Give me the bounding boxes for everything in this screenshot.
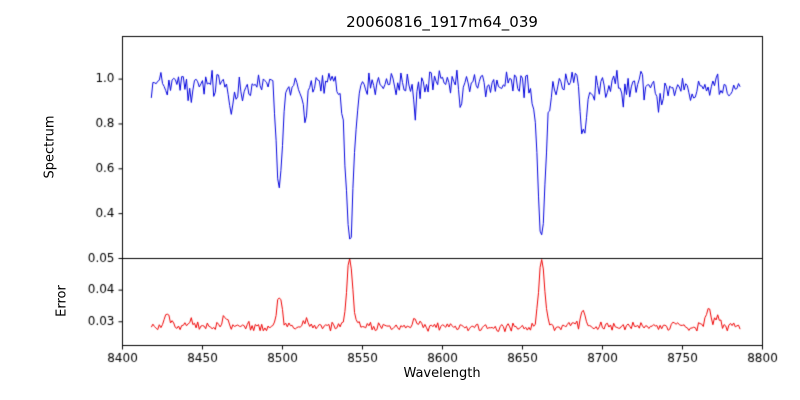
x-axis-label: Wavelength (403, 366, 481, 381)
y-axis-label-spectrum: Spectrum (42, 115, 58, 179)
y-axis-label-error: Error (54, 285, 70, 317)
chart-title: 20060816_1917m64_039 (346, 13, 538, 31)
